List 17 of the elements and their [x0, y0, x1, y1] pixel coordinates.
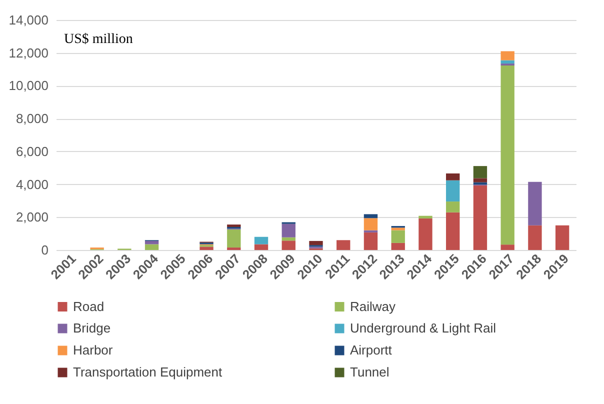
- y-tick-label: 14,000: [8, 12, 48, 28]
- legend-label: Underground & Light Rail: [350, 320, 496, 336]
- legend-label: Road: [73, 298, 104, 314]
- y-tick-label: 10,000: [8, 78, 48, 94]
- legend-label: Harbor: [73, 342, 114, 358]
- y-tick-label: 4,000: [16, 176, 48, 192]
- legend-label: Railway: [350, 298, 396, 314]
- legend-label: Bridge: [73, 320, 111, 336]
- y-tick-label: 2,000: [16, 210, 48, 225]
- y-tick-label: 8,000: [16, 111, 48, 126]
- legend-label: Transportation Equipment: [73, 364, 222, 380]
- annotation: US$ million: [64, 32, 133, 47]
- legend-label: Tunnel: [350, 364, 390, 380]
- y-tick-label: 6,000: [16, 144, 48, 159]
- y-tick-label: 0: [41, 242, 48, 258]
- y-tick-label: 12,000: [8, 45, 48, 60]
- legend-label: Airportt: [350, 342, 392, 358]
